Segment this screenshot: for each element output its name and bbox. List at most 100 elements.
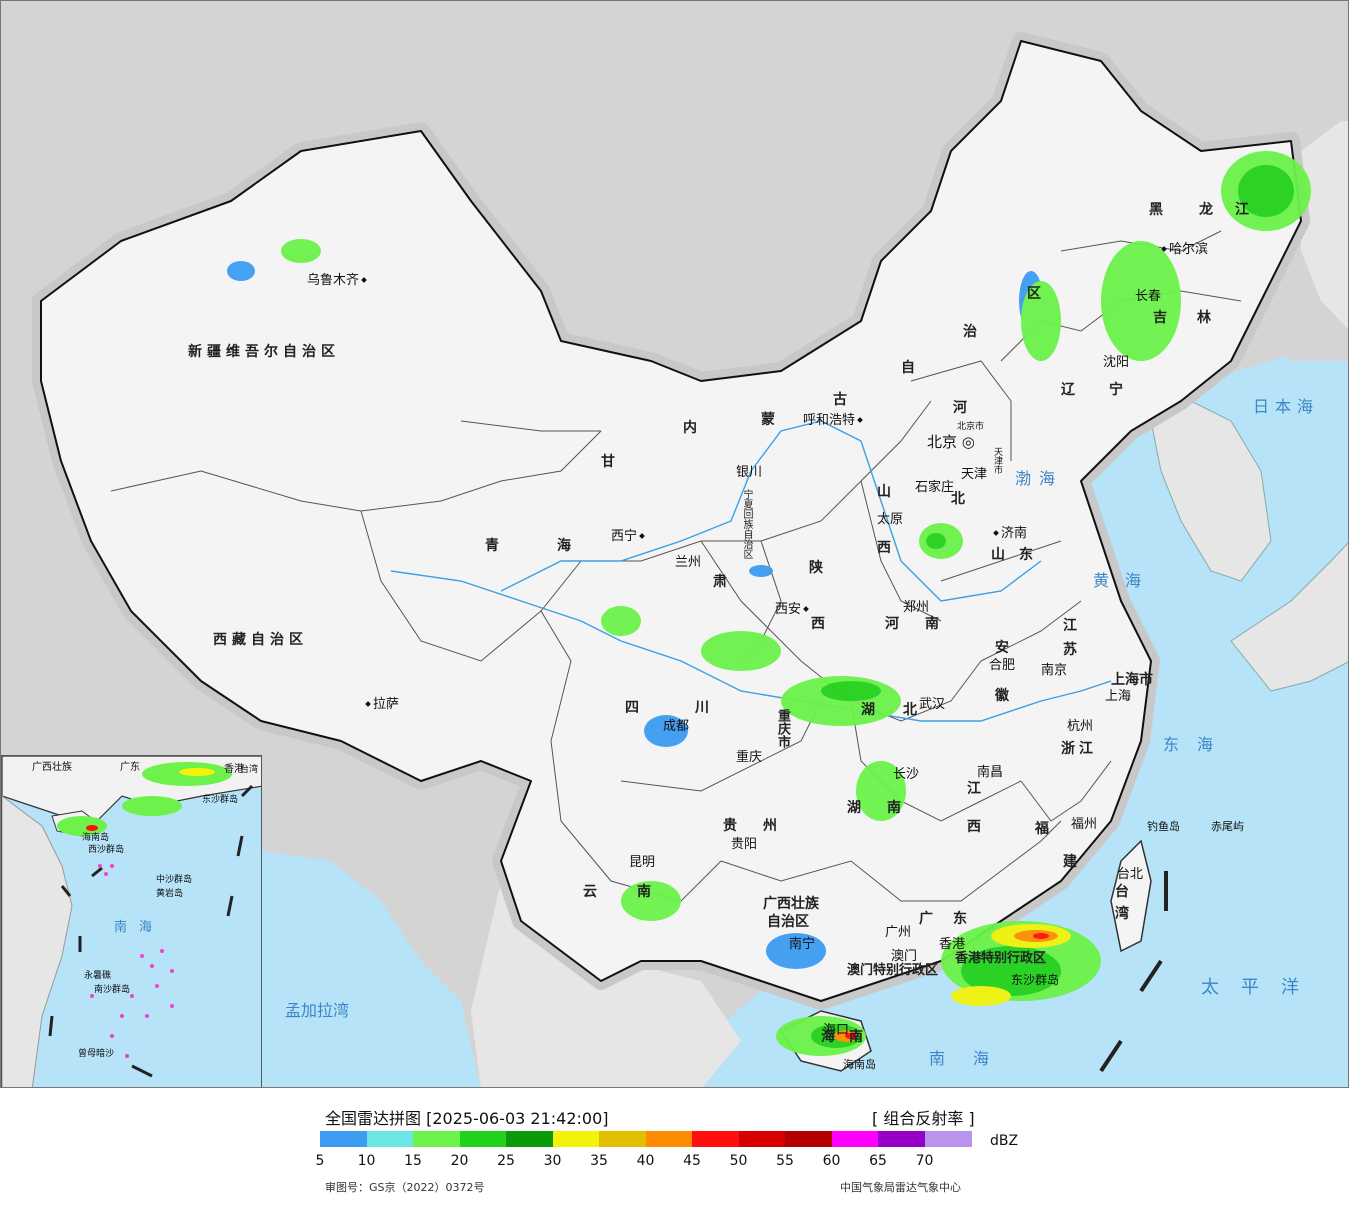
city-taiyuan: 太原 bbox=[877, 512, 904, 527]
legend-tick-label: 15 bbox=[404, 1153, 422, 1169]
sea-donghai: 东海 bbox=[1163, 735, 1232, 754]
city-xian: 西安 bbox=[775, 598, 811, 617]
legend-swatch bbox=[599, 1131, 646, 1147]
inset-label-nanhai: 南海 bbox=[114, 920, 165, 935]
sea-bengal: 孟加拉湾 bbox=[285, 1001, 350, 1020]
city-guangzhou: 广州 bbox=[885, 925, 912, 940]
province-xizang: 西藏自治区 bbox=[213, 632, 308, 648]
province-guangxi-2: 自治区 bbox=[767, 914, 809, 930]
legend-tick-label: 40 bbox=[636, 1153, 655, 1169]
city-nanjing: 南京 bbox=[1041, 663, 1068, 678]
inset-label-hainandao: 海南岛 bbox=[82, 833, 110, 843]
legend-swatch bbox=[645, 1131, 693, 1147]
city-chengdu: 成都 bbox=[663, 719, 690, 734]
label-beijing-shi: 北京市 bbox=[957, 422, 985, 432]
legend-swatch bbox=[366, 1131, 414, 1147]
city-zhengzhou: 郑州 bbox=[903, 600, 930, 615]
province-chongqing: 重庆市 bbox=[775, 709, 790, 748]
province-guangdong-1: 广 bbox=[919, 911, 933, 927]
city-taipei: 台北 bbox=[1117, 867, 1144, 882]
sea-pacific: 太平洋 bbox=[1201, 977, 1321, 998]
city-wuhan: 武汉 bbox=[919, 697, 946, 712]
inset-label-xisha: 西沙群岛 bbox=[88, 845, 125, 855]
legend-tick-label: 60 bbox=[822, 1153, 841, 1169]
province-hubei-1: 湖 bbox=[861, 702, 875, 718]
province-nmg-4: 自 bbox=[901, 360, 915, 376]
inset-label-huangyan: 黄岩岛 bbox=[156, 889, 184, 899]
city-tianjin: 天津 bbox=[961, 467, 988, 482]
province-shanxi-1: 山 bbox=[877, 484, 891, 500]
legend-swatch bbox=[924, 1131, 972, 1147]
province-heilongjiang-1: 黑 bbox=[1149, 202, 1163, 218]
province-zhejiang: 浙江 bbox=[1061, 741, 1097, 757]
legend-tick-label: 55 bbox=[776, 1153, 794, 1169]
province-heilongjiang-2: 龙 bbox=[1199, 202, 1213, 218]
inset-label-zhongsha: 中沙群岛 bbox=[156, 875, 193, 885]
legend-tick-label: 10 bbox=[357, 1153, 376, 1169]
legend-unit: dBZ bbox=[990, 1133, 1019, 1149]
province-nmg-5: 治 bbox=[963, 324, 977, 340]
province-ningxia: 宁夏回族自治区 bbox=[741, 489, 752, 559]
province-guizhou-1: 贵 bbox=[723, 818, 737, 834]
province-guangxi-1: 广西壮族 bbox=[763, 896, 819, 912]
province-hunan-1: 湖 bbox=[847, 800, 861, 816]
province-guangdong-2: 东 bbox=[953, 911, 967, 927]
inset-label-guangxi: 广西壮族 bbox=[32, 762, 72, 773]
map-background bbox=[32, 32, 1348, 1087]
radar-map: 乌鲁木齐 拉萨 西宁 兰州 银川 呼和浩特 北京 ◎ 天津 石家庄 太原 济南 … bbox=[0, 0, 1349, 1088]
sea-bohai: 渤海 bbox=[1015, 469, 1064, 488]
province-hunan-2: 南 bbox=[887, 800, 901, 816]
city-lanzhou: 兰州 bbox=[675, 555, 702, 570]
legend-swatch bbox=[413, 1131, 460, 1147]
province-heilongjiang-3: 江 bbox=[1235, 202, 1249, 218]
sea-nanhai: 南海 bbox=[929, 1049, 1018, 1068]
province-nmg-2: 蒙 bbox=[761, 412, 775, 428]
province-yunnan-2: 南 bbox=[637, 884, 651, 900]
province-fujian-2: 建 bbox=[1063, 854, 1077, 870]
province-hainan: 海南 bbox=[821, 1029, 877, 1045]
province-hebei-1: 河 bbox=[953, 400, 967, 416]
province-nmg-3: 古 bbox=[833, 392, 847, 408]
city-beijing: 北京 ◎ bbox=[927, 433, 975, 451]
place-hainandao: 海南岛 bbox=[843, 1058, 876, 1071]
province-taiwan-2: 湾 bbox=[1115, 906, 1129, 922]
legend-tick-label: 35 bbox=[590, 1153, 608, 1169]
legend-tick-label: 70 bbox=[915, 1153, 934, 1169]
city-hangzhou: 杭州 bbox=[1067, 719, 1094, 734]
province-xinjiang: 新疆维吾尔自治区 bbox=[188, 344, 340, 360]
city-shijiazhuang: 石家庄 bbox=[915, 480, 955, 495]
province-hubei-2: 北 bbox=[903, 702, 917, 718]
legend-tick-label: 30 bbox=[543, 1153, 562, 1169]
province-jiangsu-2: 苏 bbox=[1063, 642, 1077, 658]
legend-tick-label: 65 bbox=[869, 1153, 887, 1169]
place-dongsha: 东沙群岛 bbox=[1011, 973, 1060, 987]
city-hefei: 合肥 bbox=[989, 658, 1016, 673]
inset-label-guangdong: 广东 bbox=[120, 762, 140, 773]
city-harbin: 哈尔滨 bbox=[1159, 238, 1208, 257]
province-fujian-1: 福 bbox=[1035, 821, 1049, 837]
label-hk-sar: 香港特别行政区 bbox=[955, 951, 1047, 966]
review-number: 审图号：GS京（2022）0372号 bbox=[325, 1181, 485, 1194]
inset-label-nansha: 南沙群岛 bbox=[94, 985, 131, 995]
legend-tick-label: 25 bbox=[497, 1153, 515, 1169]
province-anhui-1: 安 bbox=[995, 640, 1009, 656]
city-hongkong: 香港 bbox=[939, 937, 966, 952]
legend-swatch bbox=[552, 1131, 600, 1147]
inset-label-yongshu: 永暑礁 bbox=[84, 971, 112, 981]
city-shanghai: 上海 bbox=[1105, 689, 1132, 704]
province-shanxi-2: 西 bbox=[877, 540, 891, 556]
legend-swatch bbox=[878, 1131, 925, 1147]
legend-tick-label: 50 bbox=[729, 1153, 748, 1169]
city-shenyang: 沈阳 bbox=[1103, 355, 1130, 370]
province-taiwan-1: 台 bbox=[1115, 884, 1129, 900]
city-changchun: 长春 bbox=[1135, 289, 1162, 304]
province-jiangsu-1: 江 bbox=[1063, 618, 1077, 634]
province-sichuan-1: 四 bbox=[625, 700, 639, 716]
province-jilin-1: 吉 bbox=[1153, 310, 1167, 326]
province-yunnan-1: 云 bbox=[583, 884, 597, 900]
inset-label-zengmu: 曾母暗沙 bbox=[78, 1049, 115, 1059]
province-anhui-2: 徽 bbox=[995, 688, 1009, 704]
province-jilin-2: 林 bbox=[1197, 310, 1211, 326]
legend-swatch bbox=[692, 1131, 739, 1147]
south-china-sea-inset: 广西壮族 广东 香港 海南岛 西沙群岛 中沙群岛 黄岩岛 南海 永暑礁 南沙群岛… bbox=[1, 755, 262, 1087]
